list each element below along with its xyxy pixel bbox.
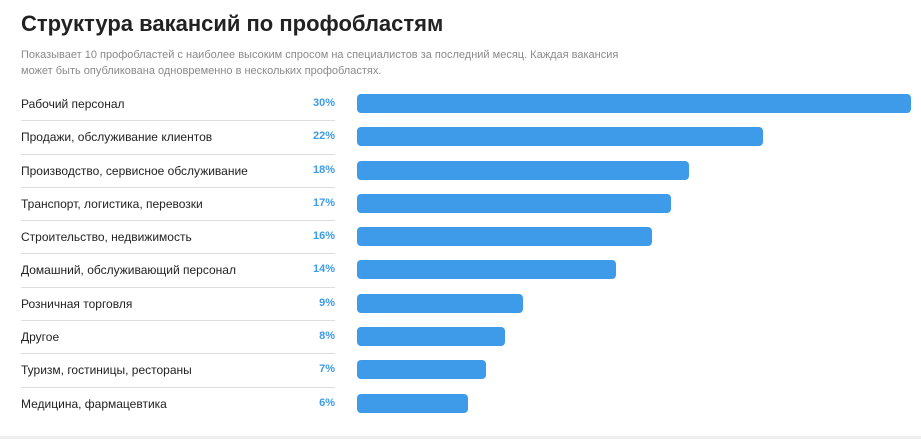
category-label: Строительство, недвижимость — [21, 230, 192, 245]
category-label: Рабочий персонал — [21, 97, 125, 111]
chart-row: Транспорт, логистика, перевозки 17% — [21, 188, 921, 222]
chart-row: Продажи, обслуживание клиентов 22% — [21, 121, 921, 155]
row-divider — [21, 253, 335, 255]
category-label: Туризм, гостиницы, рестораны — [21, 363, 192, 378]
value-label: 9% — [319, 296, 335, 309]
row-divider — [21, 186, 335, 188]
chart-row: Медицина, фармацевтика 6% — [21, 388, 921, 421]
bar — [357, 327, 505, 347]
chart-row: Домашний, обслуживающий персонал 14% — [21, 254, 921, 288]
bar — [357, 193, 671, 213]
bar-chart: Рабочий персонал 30% Продажи, обслуживание… — [21, 88, 921, 421]
value-label: 6% — [319, 396, 335, 409]
value-label: 16% — [312, 230, 335, 243]
category-label: Домашний, обслуживающий персонал — [21, 263, 236, 278]
category-label: Продажи, обслуживание клиентов — [21, 130, 213, 145]
row-divider — [21, 386, 335, 388]
bar — [357, 360, 486, 380]
value-label: 30% — [312, 97, 335, 109]
value-label: 14% — [312, 263, 335, 276]
value-label: 17% — [312, 196, 335, 209]
category-label: Розничная торговля — [21, 296, 133, 311]
category-label: Производство, сервисное обслуживание — [21, 163, 248, 178]
category-label: Медицина, фармацевтика — [21, 396, 167, 411]
chart-title: Структура вакансий по профобластям — [21, 11, 444, 36]
bar — [357, 160, 689, 180]
value-label: 8% — [319, 330, 335, 343]
bar — [357, 293, 523, 313]
bar — [357, 393, 468, 413]
chart-row: Розничная торговля 9% — [21, 288, 921, 322]
row-divider — [21, 153, 335, 155]
row-divider — [21, 320, 335, 322]
chart-row: Строительство, недвижимость 16% — [21, 221, 921, 255]
bar — [357, 227, 652, 247]
chart-row: Производство, сервисное обслуживание 18% — [21, 155, 921, 188]
row-divider — [21, 286, 335, 288]
bar — [357, 260, 616, 280]
category-label: Другое — [21, 330, 60, 345]
row-divider — [21, 120, 335, 122]
chart-row: Другое 8% — [21, 321, 921, 355]
chart-subtitle: Показывает 10 профобластей с наиболее вы… — [21, 49, 619, 77]
value-label: 22% — [312, 130, 335, 143]
row-divider — [21, 220, 335, 222]
category-label: Транспорт, логистика, перевозки — [21, 196, 203, 211]
chart-row: Туризм, гостиницы, рестораны 7% — [21, 354, 921, 388]
value-label: 7% — [319, 363, 335, 376]
bar — [357, 127, 763, 147]
chart-row: Рабочий персонал 30% — [21, 88, 921, 122]
bar — [357, 94, 911, 113]
value-label: 18% — [312, 163, 335, 176]
row-divider — [21, 353, 335, 355]
